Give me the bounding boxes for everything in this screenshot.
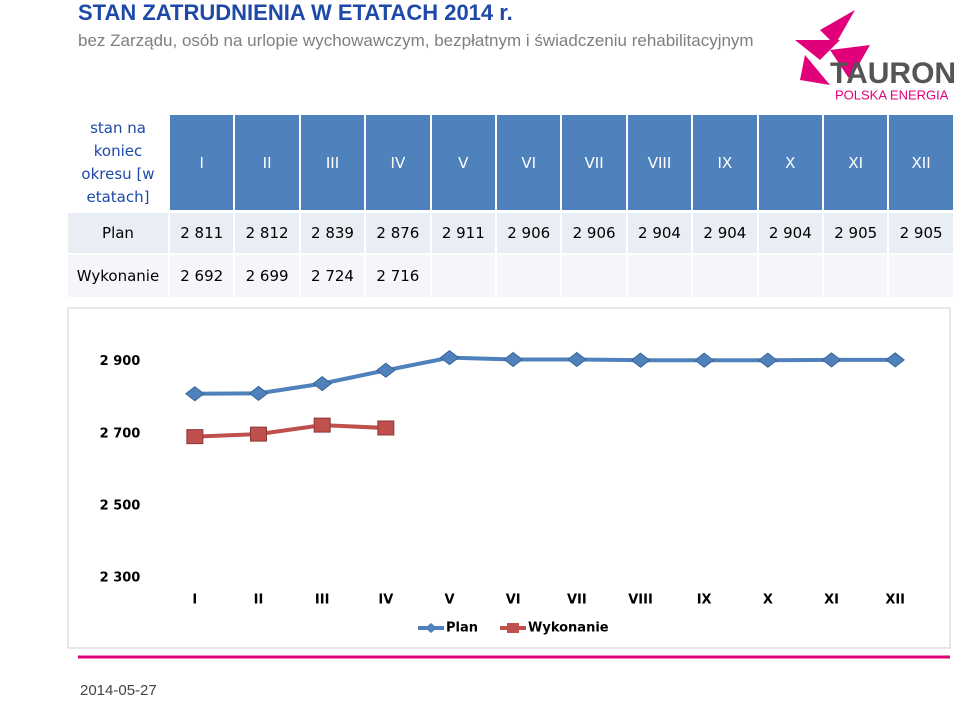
y-tick-label: 2 300 [100, 571, 141, 586]
title: STAN ZATRUDNIENIA W ETATACH 2014 r. [78, 0, 513, 25]
marker [185, 386, 205, 402]
marker [694, 352, 714, 368]
x-tick-label: II [254, 593, 264, 608]
table-cell: I [170, 115, 234, 210]
table-cell: 2 699 [235, 255, 299, 297]
x-tick-label: VI [506, 593, 521, 608]
table-cell: 2 904 [693, 213, 757, 253]
x-tick-label: IV [378, 593, 393, 608]
x-tick-label: XII [885, 593, 905, 608]
table-cell: Plan [68, 213, 168, 253]
x-tick-label: III [315, 593, 330, 608]
marker [376, 362, 396, 378]
table-cell [758, 255, 822, 297]
table-cell: XI [824, 115, 888, 210]
marker [377, 420, 395, 436]
x-tick-label: I [192, 593, 197, 608]
subtitle: bez Zarządu, osób na urlopie wychowawczy… [78, 31, 754, 50]
marker [567, 351, 587, 368]
logo-subtext: POLSKA ENERGIA [835, 87, 949, 102]
chart-frame [67, 307, 951, 649]
table-cell: II [235, 115, 299, 210]
table-cell: 2 905 [889, 213, 953, 253]
series-line [194, 355, 896, 396]
table-cell [889, 255, 953, 297]
logo: TAURON POLSKA ENERGIA [795, 10, 956, 102]
table-cell: 2 906 [562, 213, 626, 253]
y-tick-label: 2 900 [100, 354, 141, 369]
marker [758, 352, 778, 368]
table-cell: V [431, 115, 495, 210]
y-tick-label: 2 700 [100, 426, 141, 441]
x-tick-label: XI [824, 593, 839, 608]
table-cell [627, 255, 692, 297]
table-cell: 2 904 [627, 213, 692, 253]
table-cell: III [300, 115, 365, 210]
x-tick-label: IX [697, 593, 712, 608]
marker [630, 352, 651, 368]
table-cell: 2 906 [497, 213, 561, 253]
table-cell: IX [693, 115, 757, 210]
table-cell [824, 255, 888, 297]
table-cell [693, 255, 757, 297]
table-cell: VIII [627, 115, 692, 210]
legend-marker [507, 623, 519, 633]
table-cell: 2 812 [235, 213, 299, 253]
table-cell: 2 905 [824, 213, 888, 253]
marker [312, 375, 332, 392]
date: 2014-05-27 [80, 682, 157, 699]
marker [503, 351, 523, 368]
y-tick-label: 2 500 [100, 498, 141, 513]
table-cell [431, 255, 495, 297]
table-cell: VII [562, 115, 626, 210]
legend-label: Plan [446, 621, 478, 636]
marker [248, 385, 269, 402]
table-cell: 2 911 [431, 213, 495, 253]
marker [885, 352, 905, 368]
table-cell: 2 839 [300, 213, 365, 253]
table-cell: 2 692 [170, 255, 234, 297]
x-tick-label: VIII [628, 593, 653, 608]
table-cell [562, 255, 626, 297]
marker [250, 426, 267, 442]
table-cell [497, 255, 561, 297]
table-cell: Wykonanie [68, 255, 168, 297]
table-cell: 2 904 [758, 213, 822, 253]
marker [439, 350, 460, 366]
table-cell: 2 716 [366, 255, 430, 297]
x-tick-label: VII [567, 593, 587, 608]
marker [313, 417, 331, 433]
table-cell: 2 876 [366, 213, 430, 253]
table-cell: 2 724 [300, 255, 365, 297]
logo-text: TAURON [830, 57, 956, 90]
series-line [194, 423, 386, 439]
table-cell: VI [497, 115, 561, 210]
table-cell: IV [366, 115, 430, 210]
table-cell: X [758, 115, 822, 210]
table-cell: XII [889, 115, 953, 210]
legend-label: Wykonanie [528, 621, 609, 636]
x-tick-label: V [444, 593, 454, 608]
table-cell: stan na koniec okresu [w etatach] [68, 115, 168, 210]
marker [186, 429, 204, 445]
marker [821, 352, 842, 368]
x-tick-label: X [763, 593, 773, 608]
table-cell: 2 811 [170, 213, 234, 253]
logo-mark [795, 10, 870, 85]
legend-marker [425, 623, 437, 633]
